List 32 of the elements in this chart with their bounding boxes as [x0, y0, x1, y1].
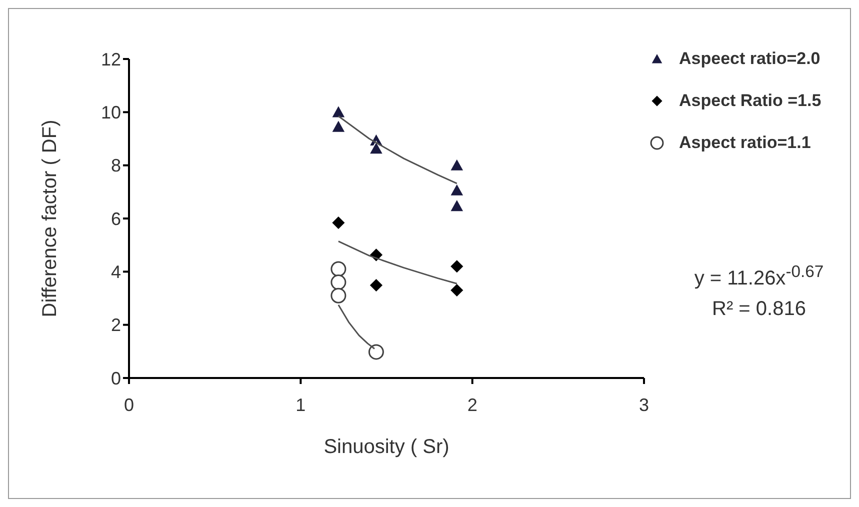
point [449, 158, 464, 172]
text: y = 11.26x$^{-0.67}$ [693, 261, 825, 292]
x-tick-label: 3 [638, 394, 650, 415]
point [330, 261, 346, 277]
y-tick-label: 10 [100, 102, 121, 123]
y-tick-label: 6 [110, 208, 121, 229]
legend-label: Aspect ratio=1.1 [679, 133, 811, 153]
y-axis-title: Difference factor ( DF) [39, 120, 62, 318]
point [330, 104, 346, 118]
x-tick-label: 1 [296, 394, 306, 415]
point [449, 182, 464, 196]
y-tick-label: 8 [110, 156, 121, 176]
point [449, 282, 464, 298]
point [330, 288, 346, 304]
point [368, 278, 384, 293]
x-tick-label: 0 [124, 394, 134, 415]
y-tick-label: 4 [110, 262, 121, 282]
y-tick-label: 2 [110, 315, 121, 336]
legend-label: Aspeect ratio=2.0 [679, 49, 820, 69]
point [449, 258, 464, 274]
legend-label: Aspect Ratio =1.5 [679, 91, 822, 111]
y-tick-label: 0 [110, 368, 121, 388]
x-axis-title: Sinuosity ( Sr) [324, 436, 450, 458]
x-tick-label: 2 [467, 394, 478, 415]
point [330, 119, 346, 133]
y-tick-label: 12 [100, 49, 121, 70]
text: R² = 0.816 [711, 296, 807, 322]
point [368, 344, 384, 360]
point [368, 141, 384, 155]
point [449, 198, 464, 212]
point [330, 215, 346, 230]
point [330, 274, 346, 290]
